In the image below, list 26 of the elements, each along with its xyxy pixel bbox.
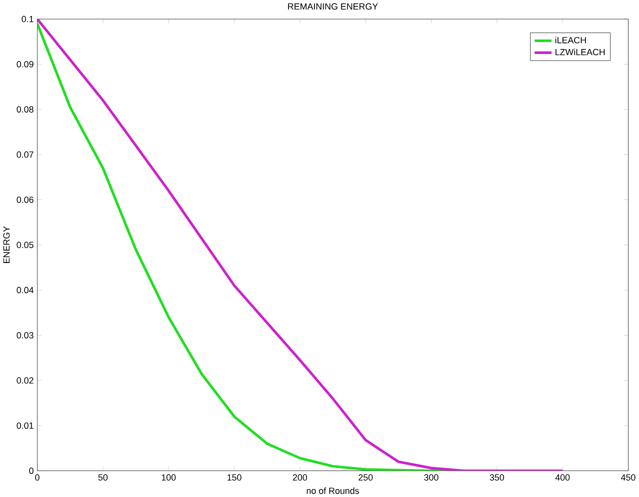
y-tick-label: 0 [29,467,34,474]
x-tick-label: 50 [98,474,108,480]
x-tick-label: 250 [358,474,373,480]
x-tick-label: 450 [621,474,636,480]
chart-title: REMAINING ENERGY [288,3,378,10]
y-tick-label: 0.08 [16,106,34,112]
x-tick-label: 400 [555,474,570,480]
y-tick-label: 0.05 [16,242,34,248]
x-tick-label: 200 [292,474,308,480]
y-tick-label: 0.04 [16,286,34,294]
y-tick-label: 0.09 [16,60,34,68]
y-tick-label: 0.06 [16,196,34,203]
x-tick-label: 300 [424,474,438,480]
y-tick-label: 0.01 [16,422,34,429]
x-tick-label: 0 [35,474,40,480]
y-tick-label: 0.1 [22,16,34,22]
x-tick-label: 100 [162,474,176,480]
y-tick-label: 0.02 [16,377,34,384]
x-tick-label: 350 [490,474,504,480]
y-tick-label: 0.03 [16,332,34,338]
legend-label: iLEACH [555,36,586,44]
legend-label: LZWiLEACH [556,48,605,56]
x-tick-label: 150 [228,474,242,480]
x-axis-title: no of Rounds [306,487,359,494]
y-axis-title: ENERGY [3,226,10,263]
y-tick-label: 0.07 [16,151,34,158]
